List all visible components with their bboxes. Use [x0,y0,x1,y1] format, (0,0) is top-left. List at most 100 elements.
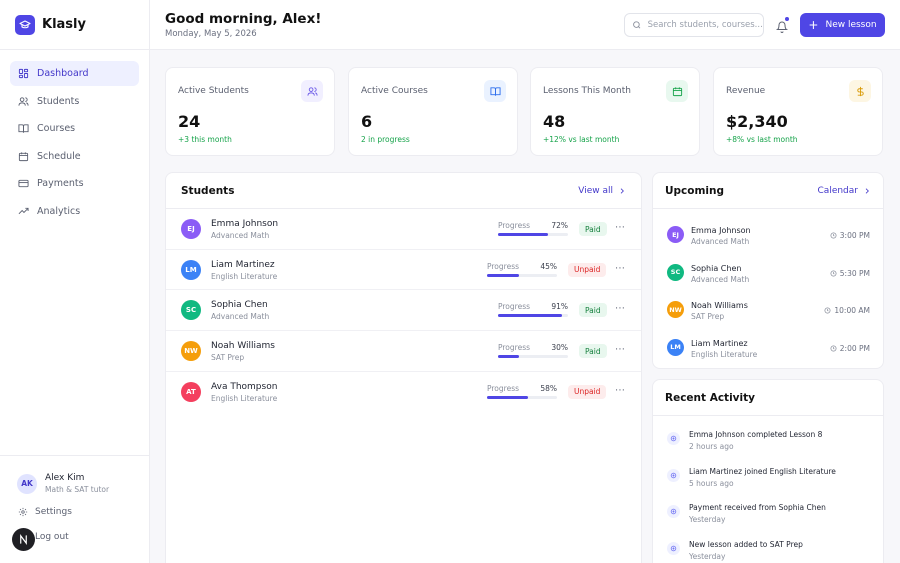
more-options-icon[interactable]: ⋯ [615,303,626,315]
notifications-button[interactable] [775,17,789,33]
sidebar-item-analytics[interactable]: Analytics [10,199,139,224]
plus-icon: + [808,18,819,32]
list-item[interactable]: EJ Emma Johnson Advanced Math 3:00 PM [653,217,883,255]
progress-percent: 58% [540,383,557,393]
stat-card-lessons: Lessons This Month 48 +12% vs last month [530,67,700,156]
chevron-right-icon [620,187,624,194]
progress-header: Progress 45% [487,262,557,271]
sidebar-item-schedule[interactable]: Schedule [10,144,139,169]
activity-icon [667,505,680,518]
student-name: Sophia Chen [211,300,268,311]
stat-label: Lessons This Month [543,86,631,96]
lesson-student: Emma Johnson [691,226,751,235]
status-badge: Unpaid [568,262,607,277]
credit-card-icon [18,179,29,188]
upcoming-list: EJ Emma Johnson Advanced Math 3:00 PM SC Soph… [653,209,883,367]
clock-icon [830,345,837,351]
progress-label: Progress [498,302,531,312]
table-row[interactable]: AT Ava Thompson English Literature Progress… [166,372,641,413]
table-row[interactable]: EJ Emma Johnson Advanced Math Progress 72% Pa… [166,209,641,250]
student-name: Liam Martinez [211,259,275,270]
progress-header: Progress 91% [498,302,568,311]
progress-bar [487,273,557,277]
settings-link[interactable]: Settings [0,504,150,520]
user-profile[interactable]: AK Alex Kim Math & SAT tutor [0,456,150,494]
user-name: Alex Kim [45,473,85,483]
stat-change: +12% vs last month [543,135,620,144]
list-item: Payment received from Sophia Chen Yesterd… [653,495,883,532]
stat-change: 2 in progress [361,135,410,144]
new-lesson-button[interactable]: + New lesson [800,13,885,37]
calendar-icon [18,151,29,161]
search-icon [633,21,641,29]
lesson-time: 10:00 AM [824,306,870,315]
avatar: AK [17,473,37,494]
more-options-icon[interactable]: ⋯ [615,262,626,274]
sidebar-item-courses[interactable]: Courses [10,116,139,141]
activity-icon [667,541,680,555]
header: Good morning, Alex! Monday, May 5, 2026 … [150,0,900,50]
progress-bar [487,395,557,399]
sidebar-item-payments[interactable]: Payments [10,171,139,196]
sidebar-footer: AK Alex Kim Math & SAT tutor Settings Lo… [0,455,150,563]
bell-icon [775,21,789,33]
status-badge: Paid [579,344,607,359]
sidebar-item-students[interactable]: Students [10,89,139,114]
lesson-student: Noah Williams [691,301,748,310]
table-row[interactable]: SC Sophia Chen Advanced Math Progress 91% Pai… [166,290,641,332]
brand-name: Klasly [42,17,86,32]
dashboard-icon [18,68,29,79]
table-row[interactable]: LM Liam Martinez English Literature Progres… [166,250,641,291]
view-all-link[interactable]: View all [578,186,626,196]
activity-header: Recent Activity [653,380,883,416]
progress: Progress 58% [487,384,557,399]
lesson-course: English Literature [691,349,758,359]
table-row[interactable]: NW Noah Williams SAT Prep Progress 30% Paid ⋯ [166,331,641,372]
view-all-label: View all [578,185,613,196]
list-item: New lesson added to SAT Prep Yesterday [653,532,883,563]
stat-value: 48 [543,112,566,131]
more-options-icon[interactable]: ⋯ [615,384,626,396]
progress-header: Progress 30% [498,343,568,352]
activity-icon [667,432,680,445]
progress-label: Progress [487,261,520,271]
activity-time: Yesterday [689,551,726,561]
stat-card-active-courses: Active Courses 6 2 in progress [348,67,518,156]
sidebar-item-label: Dashboard [37,68,89,79]
list-item[interactable]: NW Noah Williams SAT Prep 10:00 AM [653,292,883,330]
lesson-time: 2:00 PM [830,344,870,353]
users-icon [18,96,29,106]
lesson-student: Sophia Chen [691,263,742,273]
activity-time: 2 hours ago [689,442,734,451]
progress-percent: 30% [551,343,568,353]
brand[interactable]: Klasly [0,0,149,50]
sidebar-item-label: Payments [37,178,84,189]
list-item[interactable]: SC Sophia Chen Advanced Math 5:30 PM [653,255,883,293]
sidebar-item-dashboard[interactable]: Dashboard [10,61,139,86]
n-logo-icon[interactable] [12,528,35,551]
student-name: Ava Thompson [211,381,278,392]
progress-header: Progress 58% [487,384,557,393]
more-options-icon[interactable]: ⋯ [615,222,626,233]
progress: Progress 30% [498,343,568,359]
more-options-icon[interactable]: ⋯ [615,344,626,356]
chevron-right-icon [865,187,869,194]
stat-value: 6 [361,112,373,131]
activity-time: 5 hours ago [689,478,734,488]
progress-fill [498,355,519,359]
sidebar-item-label: Analytics [37,205,81,217]
list-item[interactable]: LM Liam Martinez English Literature 2:00 PM [653,330,883,368]
avatar: LM [667,338,684,356]
calendar-link[interactable]: Calendar [818,186,871,196]
stat-card-active-students: Active Students 24 +3 this month [165,67,335,156]
stat-change: +3 this month [178,135,232,144]
status-badge: Paid [579,303,607,318]
settings-label: Settings [35,507,72,517]
progress-bar [498,314,568,318]
student-name: Noah Williams [211,341,275,352]
search-input[interactable] [647,20,763,30]
stat-card-revenue: Revenue $2,340 +8% vs last month [713,67,883,156]
students-list: EJ Emma Johnson Advanced Math Progress 72% Pa… [166,209,641,412]
avatar: AT [181,381,201,402]
clock-icon [830,232,837,239]
